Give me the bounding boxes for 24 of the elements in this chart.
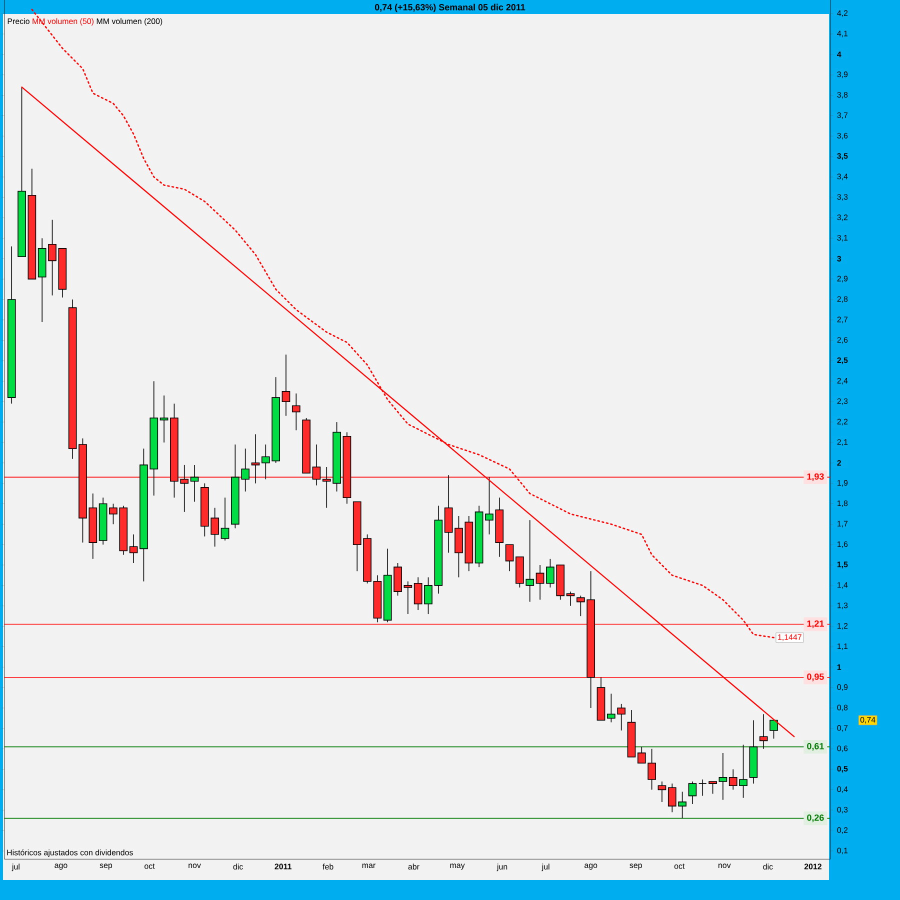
candlestick (505, 544, 514, 572)
candlestick (312, 444, 321, 486)
candlestick (404, 580, 412, 614)
candlestick (718, 752, 728, 800)
ref-line-label: 0,26 (807, 814, 824, 822)
ref-line-label: 1,21 (807, 620, 824, 628)
candlestick (698, 779, 707, 796)
candlestick (536, 564, 544, 600)
candlestick (566, 591, 575, 606)
candlestick (129, 534, 138, 564)
candlestick (282, 354, 290, 416)
candlestick (708, 781, 717, 794)
ref-line-label: 0,61 (807, 742, 824, 751)
candlestick (770, 720, 778, 740)
candlestick (292, 393, 300, 431)
candlestick (658, 781, 666, 802)
candlestick (688, 781, 697, 804)
candlestick (160, 395, 168, 443)
candlestick (251, 434, 260, 484)
candlestick (220, 497, 230, 541)
candlestick (759, 714, 768, 750)
ref-line-label: 1,93 (807, 473, 824, 482)
text: 0,74 (+15,63%) Semanal 05 dic 2011 (374, 4, 526, 12)
ref-line-label: 0,95 (807, 674, 824, 682)
